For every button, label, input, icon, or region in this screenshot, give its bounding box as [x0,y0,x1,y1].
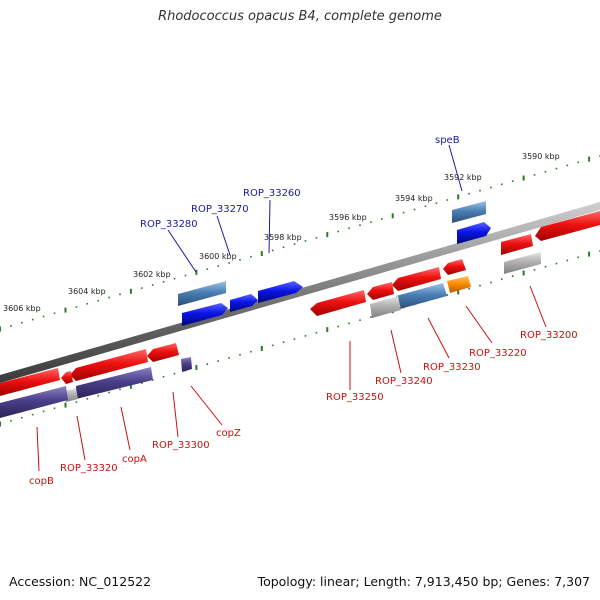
scale-label: 3590 kbp [522,152,560,161]
gene-label-copZ[interactable]: copZ [216,428,241,439]
feature-speB-misc[interactable] [452,201,486,223]
accession-text: Accession: NC_012522 [9,574,152,589]
gene-label-ROP_33260[interactable]: ROP_33260 [243,188,301,199]
feature-ROP_33300-gene[interactable] [147,343,179,362]
feature-ROP_33240-gene[interactable] [367,282,394,300]
reverse-scale-ticks [0,250,600,427]
feature-ROP_33200-gene-b[interactable] [535,211,600,241]
forward-scale-ticks [0,155,600,332]
scale-label: 3592 kbp [444,173,482,182]
feature-copB-gene[interactable] [0,368,60,396]
scale-labels: 3590 kbp 3592 kbp 3594 kbp 3596 kbp 3598… [3,152,560,313]
gene-label-speB[interactable]: speB [435,135,460,146]
feature-speB-cds[interactable] [457,222,491,244]
genome-backbone [0,202,600,383]
feature-ROP_33230-gene[interactable] [392,267,441,291]
gene-label-copB[interactable]: copB [29,476,54,487]
feature-ROP_33200-misc[interactable] [504,252,541,274]
gene-label-copA[interactable]: copA [122,454,147,465]
genome-summary-text: Topology: linear; Length: 7,913,450 bp; … [257,574,590,589]
feature-ROP_33320-gene[interactable] [61,371,73,384]
feature-ROP_33280-misc[interactable] [178,281,226,306]
gene-label-ROP_33250[interactable]: ROP_33250 [326,392,384,403]
feature-copB-misc[interactable] [0,386,68,418]
scale-label: 3606 kbp [3,304,41,313]
feature-ROP_33280-cds[interactable] [182,303,228,326]
feature-ROP_33220-misc[interactable] [447,276,471,293]
feature-ROP_33230-misc[interactable] [396,283,447,309]
feature-copA-misc[interactable] [76,367,153,399]
scale-label: 3596 kbp [329,213,367,222]
gene-label-ROP_33280[interactable]: ROP_33280 [140,219,198,230]
feature-ROP_33220-gene[interactable] [443,259,466,275]
gene-label-ROP_33230[interactable]: ROP_33230 [423,362,481,373]
feature-ROP_33240-misc[interactable] [370,296,401,318]
scale-label: 3594 kbp [395,194,433,203]
forward-gene-labels: speB ROP_33260 ROP_33270 ROP_33280 [140,135,463,273]
feature-copA-gene[interactable] [70,349,148,381]
map-title: Rhodococcus opacus B4, complete genome [158,9,442,24]
gene-label-ROP_33200[interactable]: ROP_33200 [520,330,578,341]
feature-copZ-misc[interactable] [181,357,192,372]
feature-ROP_33270-cds[interactable] [230,294,258,312]
feature-ROP_33250-gene[interactable] [310,290,366,316]
gene-label-ROP_33220[interactable]: ROP_33220 [469,348,527,359]
reverse-features [0,211,600,418]
scale-label: 3604 kbp [68,287,106,296]
reverse-gene-labels: ROP_33200 ROP_33220 ROP_33230 ROP_33240 … [29,285,578,487]
scale-label: 3600 kbp [199,252,237,261]
scale-label: 3602 kbp [133,270,171,279]
gene-label-ROP_33320[interactable]: ROP_33320 [60,463,118,474]
gene-label-ROP_33300[interactable]: ROP_33300 [152,440,210,451]
scale-label: 3598 kbp [264,233,302,242]
gene-label-ROP_33270[interactable]: ROP_33270 [191,204,249,215]
feature-ROP_33200-gene-a[interactable] [501,234,533,255]
forward-features [178,201,491,326]
feature-ROP_33260-cds[interactable] [258,281,303,303]
gene-label-ROP_33240[interactable]: ROP_33240 [375,376,433,387]
